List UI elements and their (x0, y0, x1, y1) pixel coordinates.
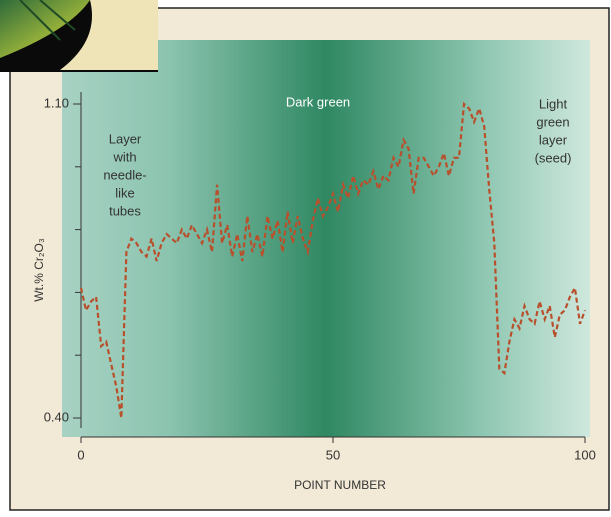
y-tick-label: 0.40 (44, 409, 69, 424)
x-tick-label: 0 (77, 447, 84, 462)
annotation: Layer (109, 131, 142, 146)
plot-background (62, 40, 590, 437)
annotation: tubes (109, 203, 141, 218)
annotation: with (112, 149, 136, 164)
gem-photo (0, 0, 158, 72)
data-line (79, 101, 587, 419)
annotation: (seed) (535, 150, 572, 165)
x-tick-label: 50 (326, 447, 340, 462)
annotation: layer (539, 132, 568, 147)
annotation: Dark green (286, 94, 350, 109)
annotation: like (115, 185, 135, 200)
annotation: needle- (103, 167, 146, 182)
y-tick-label: 1.10 (44, 95, 69, 110)
y-axis-label: Wt.% Cr₂O₃ (32, 238, 46, 302)
annotation: Light (539, 96, 568, 111)
x-axis-label: POINT NUMBER (294, 478, 386, 492)
x-tick-label: 100 (574, 447, 596, 462)
annotation: green (536, 114, 569, 129)
